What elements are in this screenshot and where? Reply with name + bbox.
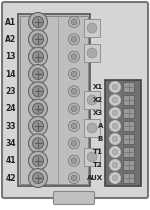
Bar [123, 173, 134, 183]
Circle shape [112, 162, 118, 168]
Text: T2: T2 [93, 162, 103, 168]
Text: 41: 41 [6, 156, 16, 165]
Circle shape [69, 138, 80, 149]
Circle shape [87, 95, 97, 105]
Circle shape [71, 36, 77, 42]
Circle shape [87, 123, 97, 133]
Text: T1: T1 [93, 149, 103, 155]
Bar [123, 108, 134, 118]
Circle shape [69, 121, 80, 131]
Circle shape [112, 136, 118, 142]
Circle shape [28, 151, 48, 170]
Circle shape [112, 149, 118, 155]
Circle shape [110, 108, 120, 118]
Circle shape [71, 71, 77, 77]
Circle shape [69, 34, 80, 45]
Circle shape [110, 147, 120, 158]
Circle shape [71, 175, 77, 181]
Circle shape [33, 51, 43, 62]
Bar [105, 80, 141, 186]
Circle shape [33, 86, 43, 97]
Circle shape [69, 86, 80, 97]
Circle shape [112, 84, 118, 90]
Circle shape [110, 172, 120, 184]
Circle shape [28, 64, 48, 84]
Circle shape [69, 17, 80, 28]
Circle shape [87, 23, 97, 33]
Circle shape [71, 19, 77, 25]
Text: A2: A2 [5, 35, 16, 44]
Circle shape [28, 13, 48, 32]
Circle shape [33, 121, 43, 131]
Circle shape [87, 48, 97, 58]
Bar [84, 91, 100, 109]
Bar [123, 82, 134, 92]
Circle shape [33, 138, 43, 149]
Circle shape [69, 103, 80, 114]
Circle shape [28, 82, 48, 101]
Circle shape [71, 123, 77, 129]
Circle shape [110, 160, 120, 171]
Text: A: A [98, 123, 103, 129]
Text: B: B [98, 136, 103, 142]
FancyBboxPatch shape [2, 2, 148, 198]
Text: 13: 13 [6, 52, 16, 61]
Circle shape [112, 175, 118, 181]
Text: AUX: AUX [87, 175, 103, 181]
Bar [84, 148, 100, 166]
Bar [123, 160, 134, 170]
Bar [20, 16, 88, 184]
Bar [123, 121, 134, 131]
Text: 23: 23 [6, 87, 16, 96]
Text: 14: 14 [6, 70, 16, 79]
Bar [84, 44, 100, 62]
Circle shape [33, 172, 43, 184]
Circle shape [33, 155, 43, 166]
Text: 24: 24 [6, 104, 16, 113]
Text: X1: X1 [93, 84, 103, 90]
Circle shape [69, 155, 80, 166]
Circle shape [28, 117, 48, 135]
Circle shape [69, 68, 80, 80]
Circle shape [33, 17, 43, 28]
Circle shape [28, 99, 48, 118]
Circle shape [110, 121, 120, 131]
Circle shape [110, 134, 120, 144]
Circle shape [71, 88, 77, 94]
Circle shape [33, 103, 43, 114]
Circle shape [28, 47, 48, 66]
Circle shape [112, 110, 118, 116]
Circle shape [87, 152, 97, 162]
Circle shape [33, 34, 43, 45]
FancyBboxPatch shape [54, 192, 94, 205]
Text: 34: 34 [6, 139, 16, 148]
Circle shape [28, 168, 48, 188]
Circle shape [71, 140, 77, 146]
Circle shape [69, 172, 80, 184]
Circle shape [71, 54, 77, 60]
Circle shape [110, 94, 120, 105]
Bar [84, 19, 100, 37]
Circle shape [28, 30, 48, 49]
Circle shape [28, 134, 48, 153]
Bar [123, 147, 134, 157]
Circle shape [69, 51, 80, 62]
Circle shape [71, 106, 77, 112]
Circle shape [112, 123, 118, 129]
Circle shape [71, 158, 77, 164]
Text: A1: A1 [5, 17, 16, 26]
Text: 33: 33 [6, 122, 16, 130]
Circle shape [110, 81, 120, 92]
Circle shape [112, 97, 118, 103]
Circle shape [33, 68, 43, 80]
Text: X2: X2 [93, 97, 103, 103]
Bar [123, 134, 134, 144]
Bar [18, 14, 90, 186]
Text: 42: 42 [6, 173, 16, 182]
Bar [84, 119, 100, 137]
Bar [123, 95, 134, 105]
Text: X3: X3 [93, 110, 103, 116]
